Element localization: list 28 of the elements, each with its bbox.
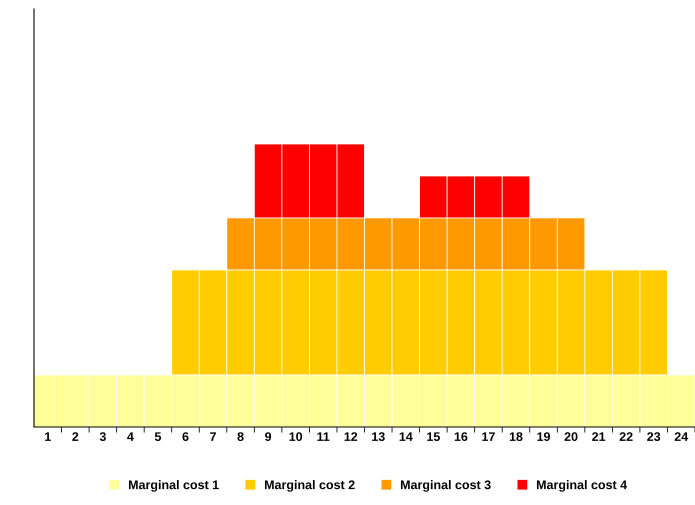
legend-label: Marginal cost 2 — [264, 480, 355, 492]
x-tick-label: 20 — [564, 432, 578, 442]
x-tick-label: 16 — [454, 432, 468, 442]
x-tick-label: 3 — [100, 432, 106, 442]
x-tick-label: 22 — [620, 432, 633, 441]
x-tick-label: 7 — [210, 432, 216, 441]
x-tick-label: 8 — [237, 432, 244, 442]
x-tick-label: 14 — [400, 432, 413, 441]
x-tick-label: 10 — [289, 432, 302, 442]
x-tick-label: 9 — [265, 432, 272, 442]
x-tick-label: 13 — [372, 432, 385, 442]
legend-label: Marginal cost 4 — [536, 480, 628, 492]
x-tick-label: 19 — [537, 432, 550, 442]
x-tick-label: 21 — [592, 432, 606, 441]
legend-label: Marginal cost 3 — [400, 480, 491, 492]
x-tick-label: 4 — [127, 432, 134, 441]
x-tick-label: 1 — [45, 432, 51, 441]
x-tick-label: 12 — [344, 432, 358, 441]
legend-label: Marginal cost 1 — [128, 480, 219, 492]
x-tick-label: 23 — [647, 432, 660, 442]
x-tick-label: 5 — [154, 432, 162, 442]
x-tick-label: 11 — [317, 432, 330, 441]
x-tick-label: 24 — [674, 432, 688, 441]
x-tick-label: 6 — [182, 432, 189, 442]
x-tick-label: 18 — [510, 432, 523, 442]
x-tick-label: 2 — [72, 432, 78, 441]
x-tick-label: 17 — [482, 432, 495, 441]
x-tick-label: 15 — [427, 432, 440, 442]
